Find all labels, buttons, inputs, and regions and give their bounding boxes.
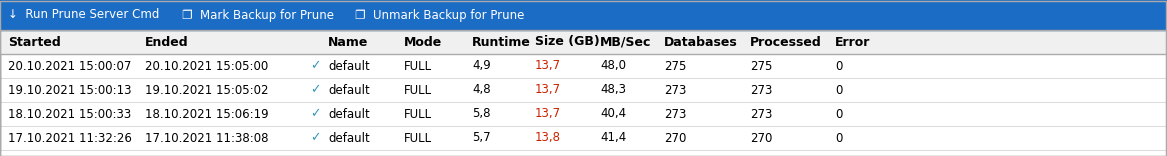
Text: Size (GB): Size (GB) — [534, 36, 600, 49]
Text: 273: 273 — [664, 107, 686, 120]
Text: Error: Error — [836, 36, 871, 49]
Text: 273: 273 — [664, 83, 686, 97]
Text: Runtime: Runtime — [471, 36, 531, 49]
Text: FULL: FULL — [404, 59, 432, 73]
Text: 13,7: 13,7 — [534, 59, 561, 73]
Text: ↓  Run Prune Server Cmd: ↓ Run Prune Server Cmd — [8, 8, 160, 22]
Text: 20.10.2021 15:00:07: 20.10.2021 15:00:07 — [8, 59, 132, 73]
Text: 13,8: 13,8 — [534, 132, 561, 144]
Text: 5,7: 5,7 — [471, 132, 490, 144]
Text: 17.10.2021 11:32:26: 17.10.2021 11:32:26 — [8, 132, 132, 144]
Bar — [0, 0, 1167, 30]
Text: 273: 273 — [750, 107, 773, 120]
Text: 18.10.2021 15:00:33: 18.10.2021 15:00:33 — [8, 107, 131, 120]
Text: FULL: FULL — [404, 83, 432, 97]
Text: 13,7: 13,7 — [534, 83, 561, 97]
Text: 275: 275 — [664, 59, 686, 73]
Text: 273: 273 — [750, 83, 773, 97]
Text: 0: 0 — [836, 83, 843, 97]
Text: 41,4: 41,4 — [600, 132, 627, 144]
Text: 4,9: 4,9 — [471, 59, 491, 73]
Text: 5,8: 5,8 — [471, 107, 490, 120]
Text: ❐  Mark Backup for Prune: ❐ Mark Backup for Prune — [182, 8, 334, 22]
Text: ✓: ✓ — [310, 83, 321, 97]
Text: 48,0: 48,0 — [600, 59, 626, 73]
Text: Processed: Processed — [750, 36, 822, 49]
Text: 19.10.2021 15:05:02: 19.10.2021 15:05:02 — [145, 83, 268, 97]
Text: ✓: ✓ — [310, 59, 321, 73]
Text: 270: 270 — [664, 132, 686, 144]
Text: ✓: ✓ — [310, 132, 321, 144]
Text: MB/Sec: MB/Sec — [600, 36, 651, 49]
Text: 40,4: 40,4 — [600, 107, 627, 120]
Bar — [0, 30, 1167, 54]
Text: 0: 0 — [836, 132, 843, 144]
Text: ✓: ✓ — [310, 107, 321, 120]
Text: default: default — [328, 132, 370, 144]
Text: 270: 270 — [750, 132, 773, 144]
Text: default: default — [328, 59, 370, 73]
Text: ❐  Unmark Backup for Prune: ❐ Unmark Backup for Prune — [355, 8, 524, 22]
Text: Started: Started — [8, 36, 61, 49]
Text: Ended: Ended — [145, 36, 189, 49]
Text: 275: 275 — [750, 59, 773, 73]
Text: default: default — [328, 107, 370, 120]
Text: Mode: Mode — [404, 36, 442, 49]
Text: 4,8: 4,8 — [471, 83, 490, 97]
Text: 0: 0 — [836, 107, 843, 120]
Text: 0: 0 — [836, 59, 843, 73]
Text: 20.10.2021 15:05:00: 20.10.2021 15:05:00 — [145, 59, 268, 73]
Text: FULL: FULL — [404, 132, 432, 144]
Text: 19.10.2021 15:00:13: 19.10.2021 15:00:13 — [8, 83, 132, 97]
Text: 17.10.2021 11:38:08: 17.10.2021 11:38:08 — [145, 132, 268, 144]
Text: 18.10.2021 15:06:19: 18.10.2021 15:06:19 — [145, 107, 268, 120]
Text: FULL: FULL — [404, 107, 432, 120]
Text: 13,7: 13,7 — [534, 107, 561, 120]
Text: 48,3: 48,3 — [600, 83, 626, 97]
Text: Databases: Databases — [664, 36, 738, 49]
Text: default: default — [328, 83, 370, 97]
Text: Name: Name — [328, 36, 369, 49]
Bar — [0, 30, 1167, 156]
